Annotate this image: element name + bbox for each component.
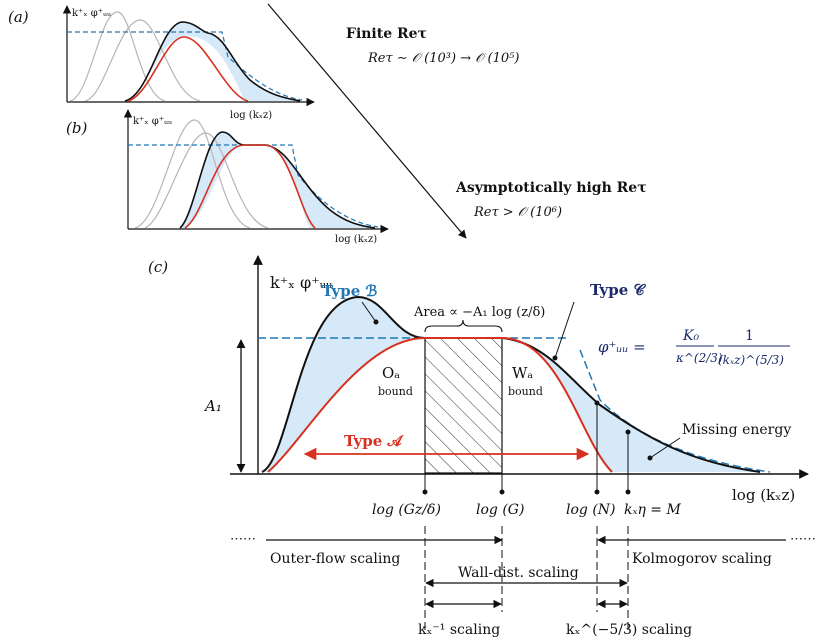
panel-c-red-curve bbox=[267, 337, 613, 473]
dots-right: ⋯⋯ bbox=[790, 532, 816, 547]
panel-b-grey-curve-2 bbox=[144, 132, 269, 229]
panel-c: (c) k⁺ₓ φ⁺ᵤᵤ log (kₓz) A₁ Type 𝒜 Type ℬ … bbox=[148, 255, 809, 632]
formula-den: (kₓz)^(5/3) bbox=[718, 353, 784, 367]
panel-b-ylabel: k⁺ₓ φ⁺ᵤᵤ bbox=[133, 116, 172, 127]
a1-label: A₁ bbox=[203, 397, 222, 415]
formula-lhs: φ⁺ᵤᵤ = bbox=[598, 338, 646, 356]
tick-m-top-dot bbox=[625, 429, 631, 435]
reynolds-annotation: Finite Reτ Reτ ∼ 𝒪 (10³) → 𝒪 (10⁵) Asymp… bbox=[267, 3, 647, 239]
panel-c-xlabel: log (kₓz) bbox=[732, 486, 795, 504]
oa-bound: bound bbox=[378, 385, 413, 398]
reynolds-arrow bbox=[267, 3, 467, 239]
type-c-label: Type 𝒞 bbox=[590, 281, 646, 299]
tick-n-dot bbox=[594, 489, 600, 495]
wall-scaling-hatch bbox=[424, 337, 503, 474]
wa-bound: bound bbox=[508, 385, 543, 398]
type-b-pointer bbox=[361, 301, 377, 323]
panel-a-blue-fill bbox=[125, 22, 300, 101]
tick-n-top-dot bbox=[594, 400, 600, 406]
tick-label-m: kₓη = M bbox=[624, 502, 681, 518]
panel-a-xlabel: log (kₓz) bbox=[230, 110, 272, 121]
formula-one: 1 bbox=[745, 328, 754, 344]
type-b-label: Type ℬ bbox=[322, 282, 377, 300]
panel-b-xlabel: log (kₓz) bbox=[335, 234, 377, 245]
type-a-label: Type 𝒜 bbox=[344, 432, 404, 450]
kminus53-label: kₓ^(−5/3) scaling bbox=[566, 622, 692, 638]
kolmogorov-scaling-label: Kolmogorov scaling bbox=[632, 551, 772, 567]
panel-a-red-curve bbox=[127, 36, 249, 102]
tick-label-n: log (N) bbox=[566, 502, 616, 518]
area-brace bbox=[424, 319, 503, 333]
type-c-pointer bbox=[554, 301, 575, 359]
missing-energy-pointer bbox=[649, 437, 681, 459]
high-re-range: Reτ > 𝒪 (10⁶) bbox=[473, 205, 562, 220]
panel-c-ylabel: k⁺ₓ φ⁺ᵤᵤ bbox=[270, 273, 333, 292]
panel-c-blue-fill bbox=[262, 297, 760, 472]
wall-scaling-label: Wall-dist. scaling bbox=[458, 565, 579, 581]
scaling-ranges: ⋯⋯ Outer-flow scaling ⋯⋯ Kolmogorov scal… bbox=[230, 532, 816, 638]
type-c-dot bbox=[552, 355, 558, 361]
panel-b-label: (b) bbox=[66, 119, 87, 137]
panel-c-label: (c) bbox=[148, 258, 168, 276]
formula-kappa: κ^(2/3) bbox=[675, 351, 723, 365]
tick-gz-delta-dot bbox=[422, 489, 428, 495]
panel-a: (a) k⁺ₓ φ⁺ᵤᵤ log (kₓz) bbox=[8, 5, 315, 121]
finite-re-title: Finite Reτ bbox=[346, 26, 427, 42]
panel-b: (b) k⁺ₓ φ⁺ᵤᵤ log (kₓz) bbox=[66, 109, 389, 245]
missing-energy-dot bbox=[647, 455, 653, 461]
finite-re-range: Reτ ∼ 𝒪 (10³) → 𝒪 (10⁵) bbox=[367, 51, 519, 66]
oa-label: Oₐ bbox=[382, 364, 400, 382]
high-re-title: Asymptotically high Reτ bbox=[455, 180, 647, 196]
tick-g-dot bbox=[499, 489, 505, 495]
missing-energy-label: Missing energy bbox=[682, 422, 791, 438]
formula-k0: K₀ bbox=[682, 328, 699, 344]
panel-b-grey-curve-1 bbox=[134, 119, 251, 229]
panel-b-dashed-line bbox=[128, 144, 379, 228]
panel-a-dashed-line bbox=[67, 31, 303, 101]
panel-a-grey-curve-2 bbox=[84, 19, 201, 102]
panel-a-label: (a) bbox=[8, 8, 29, 26]
type-b-dot bbox=[373, 319, 379, 325]
outer-scaling-label: Outer-flow scaling bbox=[270, 551, 400, 567]
panel-b-red-curve bbox=[184, 144, 316, 229]
panel-a-ylabel: k⁺ₓ φ⁺ᵤᵤ bbox=[72, 8, 111, 19]
panel-a-black-curve bbox=[124, 21, 301, 102]
wa-label: Wₐ bbox=[512, 364, 533, 382]
tick-label-gz-delta: log (Gz/δ) bbox=[372, 502, 441, 518]
panel-a-grey-curve-1 bbox=[69, 11, 166, 102]
kolmogorov-formula: φ⁺ᵤᵤ = K₀ κ^(2/3) 1 (kₓz)^(5/3) bbox=[598, 328, 790, 367]
kminus1-label: kₓ⁻¹ scaling bbox=[418, 622, 500, 638]
tick-m-dot bbox=[625, 489, 631, 495]
dots-left: ⋯⋯ bbox=[230, 532, 256, 547]
tick-label-g: log (G) bbox=[476, 502, 524, 518]
panel-b-blue-fill bbox=[180, 132, 375, 228]
area-label: Area ∝ −A₁ log (z/δ) bbox=[413, 305, 545, 320]
